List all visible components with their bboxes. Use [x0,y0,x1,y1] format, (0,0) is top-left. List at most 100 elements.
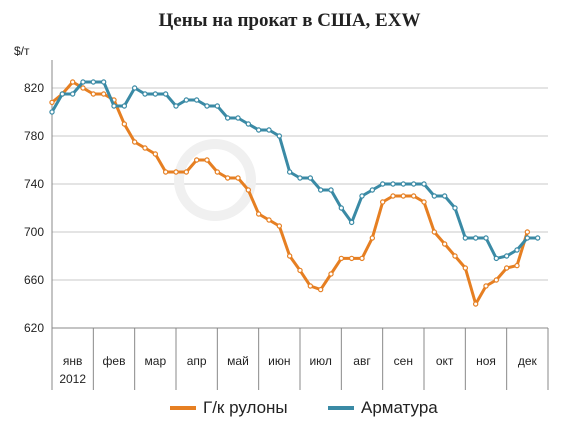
x-tick-label-10: окт [436,354,454,368]
series-0-point-46 [524,229,531,235]
series-1-point-18 [235,115,241,121]
series-1-point-15 [204,103,210,109]
series-1-point-12 [173,103,179,109]
series-0-point-4 [90,91,97,97]
series-0-point-37 [431,229,438,235]
series-0-point-16 [214,169,221,175]
series-1-point-32 [379,181,386,187]
series-0-point-9 [142,145,148,151]
series-0-point-33 [390,193,396,199]
series-0-point-32 [379,199,386,205]
series-0-point-41 [472,301,479,307]
series-0-point-20 [255,211,262,217]
series-1-point-46 [524,235,531,241]
series-1-point-9 [142,91,148,97]
x-tick-label-3: мар [145,354,167,368]
series-1-point-17 [224,115,231,121]
series-0-point-30 [359,255,365,262]
series-1-point-13 [183,97,190,103]
series-1-point-30 [359,193,365,199]
series-1-point-3 [80,79,86,85]
series-0-point-17 [224,175,231,181]
chart-title: Цены на прокат в США, EXW [158,10,421,31]
series-1-point-10 [152,91,159,97]
legend-label-hot-rolled-coil: Г/к рулоны [203,398,288,417]
series-0-point-0 [49,99,55,106]
x-tick-label-6: июн [268,354,290,368]
x-tick-label-1: янв [63,354,83,368]
series-0-point-10 [152,151,159,157]
legend-swatch-rebar [328,406,354,410]
x-tick-label-2: фев [103,354,126,368]
series-1-point-7 [121,103,128,109]
series-1-point-27 [328,187,334,193]
series-1-point-5 [100,79,107,85]
series-0-point-31 [369,235,376,241]
series-1-point-22 [276,133,283,139]
series-1-point-20 [255,127,262,133]
series-0-point-28 [338,255,345,262]
series-1-point-6 [111,103,117,109]
series-0-point-22 [276,223,283,229]
series-1-point-21 [266,127,272,133]
series-0-point-14 [193,157,200,163]
series-0-point-44 [503,265,510,271]
series-0-point-11 [162,169,169,175]
series-1-point-26 [317,187,324,193]
series-1-point-24 [297,175,303,181]
series-1-point-42 [483,235,489,241]
legend-label-rebar: Арматура [361,398,438,417]
series-1-point-29 [348,219,355,226]
y-tick-label-780: 780 [24,129,44,143]
series-0-point-15 [204,157,210,163]
watermark-logo-icon [174,139,256,221]
x-tick-label-11: ноя [476,354,496,368]
y-axis-unit: $/т [14,44,30,58]
series-0-point-24 [297,267,303,274]
series-0-point-2 [69,79,76,85]
chart-legend: Г/к рулоны Арматура [0,398,579,422]
series-0-point-43 [493,277,500,283]
series-0-point-42 [483,283,489,289]
series-1-point-44 [503,253,510,259]
series-1-point-38 [441,193,448,199]
series-1-point-19 [245,121,252,127]
series-0-point-12 [173,169,179,175]
legend-item-rebar: Арматура [328,398,438,418]
series-0-point-21 [266,217,272,223]
series-1-point-11 [162,91,169,97]
series-1-point-23 [286,169,293,175]
series-1-point-37 [431,193,438,199]
series-1-point-25 [307,175,314,181]
series-1-point-14 [193,97,200,103]
series-1-point-16 [214,103,221,109]
series-0-point-40 [462,265,469,271]
series-0-point-26 [317,286,324,293]
series-line-0 [50,80,529,306]
legend-item-hot-rolled-coil: Г/к рулоны [170,398,288,418]
x-tick-label-4: апр [187,354,207,368]
series-1-point-28 [338,205,345,211]
series-1-point-0 [49,109,55,115]
series-0-point-45 [514,262,520,269]
series-0-point-34 [400,193,407,199]
series-1-point-39 [452,205,458,211]
legend-swatch-hot-rolled-coil [170,406,196,410]
series-1-point-2 [69,91,76,97]
series-0-point-23 [286,253,293,259]
series-0-point-19 [245,187,252,193]
x-tick-label-5: май [227,354,249,368]
series-1-point-8 [131,85,138,91]
x-tick-label-8: авг [353,354,371,368]
series-1-point-34 [400,181,407,187]
series-0-point-36 [421,199,427,205]
series-1-point-43 [493,255,500,262]
series-0-point-38 [441,241,448,247]
x-tick-label-12: дек [518,354,538,368]
series-0-point-8 [131,139,138,145]
series-0-point-3 [80,85,86,91]
series-0-point-29 [348,255,355,262]
x-year-label: 2012 [59,372,86,386]
series-0-point-39 [452,253,458,259]
